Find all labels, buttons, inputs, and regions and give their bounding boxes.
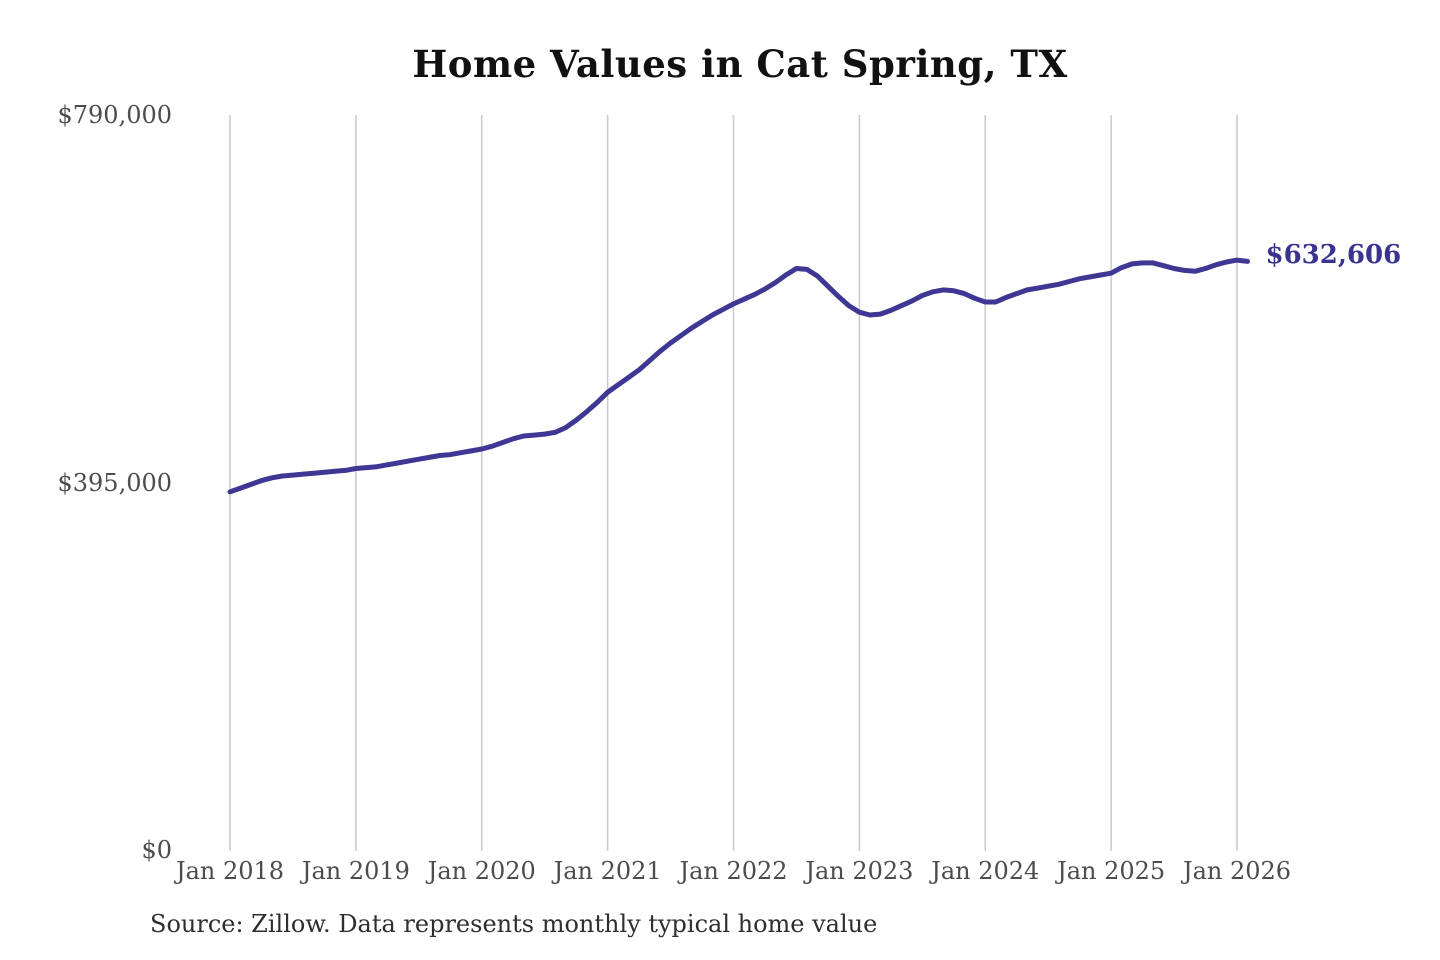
x-tick-label: Jan 2021 xyxy=(553,857,662,885)
x-tick-label: Jan 2025 xyxy=(1057,857,1166,885)
latest-value-annotation: $632,606 xyxy=(1265,240,1402,271)
x-tick-label: Jan 2020 xyxy=(427,857,536,885)
x-tick-label: Jan 2024 xyxy=(931,857,1040,885)
chart-title: Home Values in Cat Spring, TX xyxy=(412,42,1068,86)
x-tick-label: Jan 2018 xyxy=(175,857,285,885)
home-value-line xyxy=(227,257,1250,495)
source-note: Source: Zillow. Data represents monthly … xyxy=(150,910,878,938)
x-tick-label: Jan 2023 xyxy=(805,857,914,885)
y-tick-label: $0 xyxy=(141,836,172,864)
x-tick-label: Jan 2019 xyxy=(301,857,410,885)
x-tick-label: Jan 2022 xyxy=(679,857,788,885)
y-tick-label: $395,000 xyxy=(57,468,172,497)
y-tick-label: $790,000 xyxy=(57,101,172,129)
x-tick-label: Jan 2026 xyxy=(1182,857,1292,885)
